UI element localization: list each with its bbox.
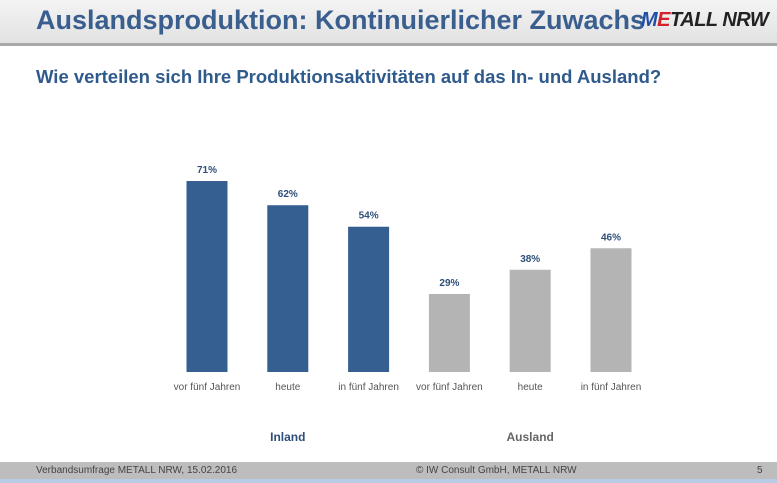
category-label: heute xyxy=(275,382,300,393)
page-number: 5 xyxy=(757,465,763,476)
bar xyxy=(509,269,551,372)
category-label: heute xyxy=(518,382,543,393)
data-label: 62% xyxy=(278,189,298,200)
data-label: 71% xyxy=(197,165,217,176)
category-label: in fünf Jahren xyxy=(338,382,399,393)
footer-source: Verbandsumfrage METALL NRW, 15.02.2016 xyxy=(36,465,238,476)
metall-nrw-logo: METALL NRW xyxy=(641,9,769,31)
category-label: in fünf Jahren xyxy=(581,382,642,393)
footer-copyright: © IW Consult GmbH, METALL NRW xyxy=(416,465,577,476)
bar xyxy=(186,181,228,372)
data-label: 29% xyxy=(439,278,459,289)
header-bar: Auslandsproduktion: Kontinuierlicher Zuw… xyxy=(0,0,777,46)
category-label: vor fünf Jahren xyxy=(174,382,241,393)
bar xyxy=(590,248,632,372)
data-label: 46% xyxy=(601,232,621,243)
bar xyxy=(348,226,390,372)
page-title: Auslandsproduktion: Kontinuierlicher Zuw… xyxy=(36,5,646,35)
group-label: Inland xyxy=(270,430,305,444)
bar xyxy=(428,293,470,372)
footer-bar: Verbandsumfrage METALL NRW, 15.02.2016 ©… xyxy=(0,462,777,479)
bar-chart: 71% vor fünf Jahren 62% heute 54% in fünf Jah… xyxy=(174,165,642,444)
chart-title: Wie verteilen sich Ihre Produktionsaktiv… xyxy=(36,66,662,87)
category-label: vor fünf Jahren xyxy=(416,382,483,393)
footer-strip xyxy=(0,479,777,483)
data-label: 54% xyxy=(359,211,379,222)
group-label: Ausland xyxy=(507,430,554,444)
bar xyxy=(267,205,309,372)
data-label: 38% xyxy=(520,254,540,265)
